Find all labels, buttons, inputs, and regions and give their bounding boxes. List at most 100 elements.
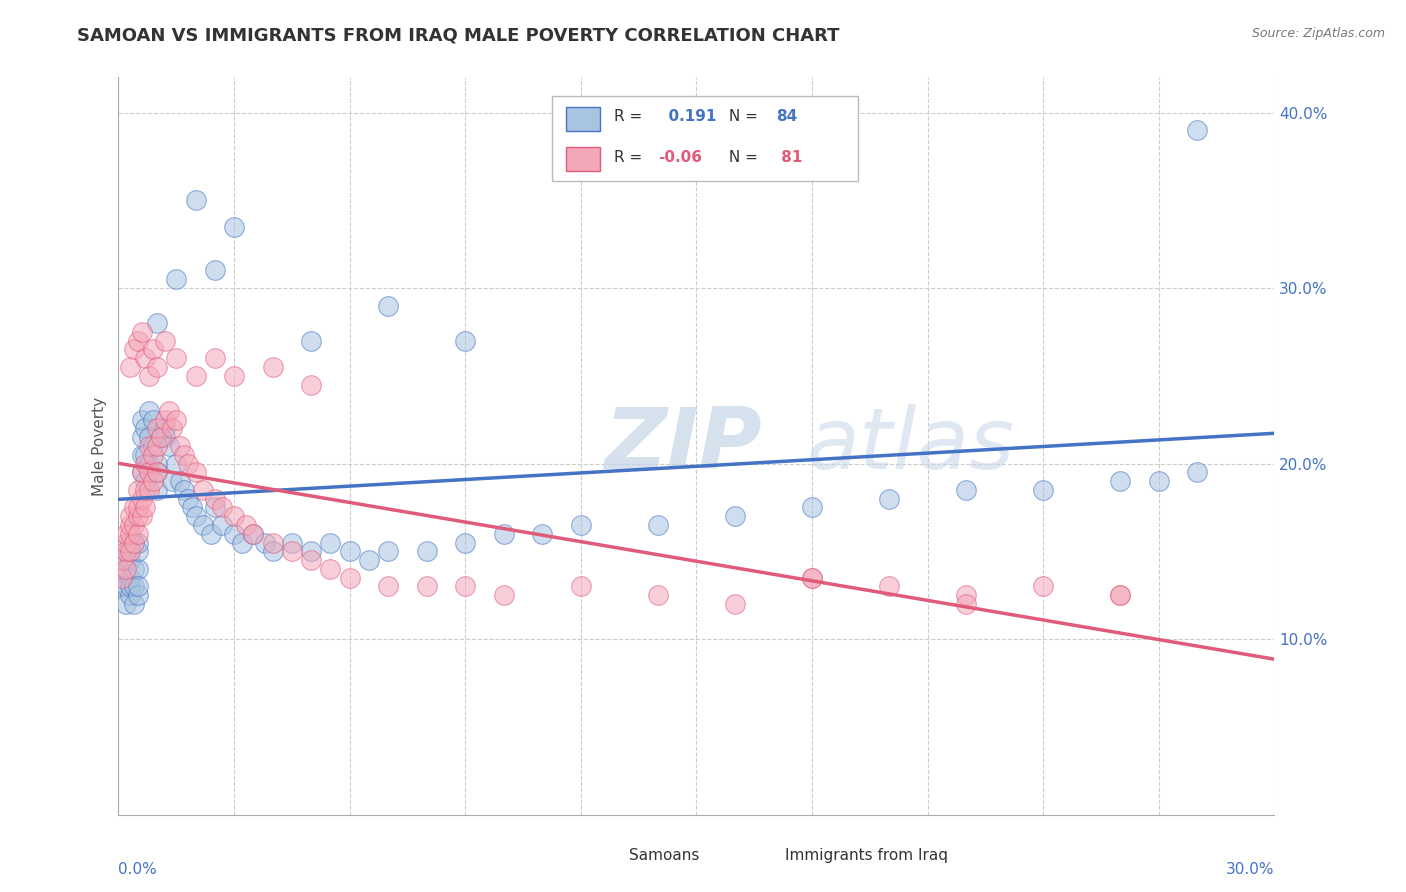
Text: R =: R = bbox=[614, 150, 647, 164]
Point bbox=[142, 448, 165, 462]
Point bbox=[118, 359, 141, 374]
Point bbox=[115, 562, 138, 576]
Point bbox=[1109, 474, 1132, 488]
Point bbox=[153, 430, 176, 444]
Text: 84: 84 bbox=[776, 109, 797, 124]
Point bbox=[569, 518, 592, 533]
Point bbox=[134, 448, 156, 462]
Point bbox=[146, 466, 169, 480]
Point bbox=[118, 544, 141, 558]
Point bbox=[134, 500, 156, 515]
Point bbox=[193, 483, 215, 497]
Point bbox=[127, 579, 149, 593]
Point bbox=[115, 579, 138, 593]
Point bbox=[1147, 474, 1170, 488]
Point bbox=[177, 491, 200, 506]
Point bbox=[955, 597, 977, 611]
Point bbox=[222, 368, 245, 383]
Point bbox=[118, 526, 141, 541]
Point bbox=[204, 491, 226, 506]
Point bbox=[122, 579, 145, 593]
Text: ZIP: ZIP bbox=[605, 404, 762, 488]
Point bbox=[122, 562, 145, 576]
Point bbox=[184, 368, 207, 383]
Point bbox=[724, 597, 747, 611]
Point bbox=[262, 544, 284, 558]
Point bbox=[153, 421, 176, 435]
Point bbox=[138, 466, 160, 480]
Point bbox=[127, 509, 149, 524]
Point bbox=[173, 483, 195, 497]
Point bbox=[115, 535, 138, 549]
Point bbox=[647, 518, 669, 533]
Point bbox=[118, 509, 141, 524]
Point bbox=[1032, 483, 1054, 497]
Point bbox=[138, 439, 160, 453]
Text: N =: N = bbox=[724, 150, 763, 164]
Point bbox=[115, 544, 138, 558]
Point bbox=[569, 579, 592, 593]
Point bbox=[122, 500, 145, 515]
Point bbox=[222, 219, 245, 234]
Point bbox=[955, 588, 977, 602]
Point bbox=[162, 421, 184, 435]
Point bbox=[724, 509, 747, 524]
Point bbox=[299, 544, 322, 558]
Point bbox=[131, 448, 153, 462]
Point bbox=[122, 535, 145, 549]
Point bbox=[127, 535, 149, 549]
Point bbox=[134, 483, 156, 497]
Point bbox=[173, 448, 195, 462]
Bar bbox=[565, 147, 600, 171]
Point bbox=[122, 597, 145, 611]
Point bbox=[138, 457, 160, 471]
Point bbox=[118, 588, 141, 602]
Point bbox=[165, 351, 187, 366]
Point bbox=[204, 263, 226, 277]
Text: 81: 81 bbox=[776, 150, 803, 164]
Point bbox=[165, 412, 187, 426]
Bar bbox=[754, 842, 780, 864]
Point bbox=[131, 509, 153, 524]
Point bbox=[142, 474, 165, 488]
Point bbox=[146, 316, 169, 330]
Point bbox=[193, 518, 215, 533]
Point bbox=[118, 553, 141, 567]
Point bbox=[138, 368, 160, 383]
Text: -0.06: -0.06 bbox=[658, 150, 702, 164]
Text: N =: N = bbox=[724, 109, 763, 124]
Point bbox=[955, 483, 977, 497]
Point bbox=[111, 579, 134, 593]
Point bbox=[339, 544, 361, 558]
Point bbox=[454, 535, 477, 549]
Point bbox=[281, 544, 304, 558]
Point bbox=[1109, 588, 1132, 602]
Point bbox=[127, 544, 149, 558]
Point bbox=[146, 457, 169, 471]
Point bbox=[122, 343, 145, 357]
Point bbox=[211, 500, 233, 515]
Point bbox=[877, 579, 900, 593]
Point bbox=[157, 404, 180, 418]
Point bbox=[492, 526, 515, 541]
Point bbox=[231, 535, 253, 549]
Point bbox=[142, 412, 165, 426]
Point bbox=[146, 466, 169, 480]
Point bbox=[492, 588, 515, 602]
Point bbox=[142, 439, 165, 453]
Point bbox=[146, 421, 169, 435]
Point bbox=[138, 430, 160, 444]
Point bbox=[149, 430, 172, 444]
Point bbox=[111, 553, 134, 567]
Point bbox=[111, 571, 134, 585]
Point bbox=[131, 491, 153, 506]
Text: 0.191: 0.191 bbox=[658, 109, 717, 124]
Point bbox=[415, 544, 437, 558]
Point bbox=[1187, 466, 1209, 480]
Point bbox=[177, 457, 200, 471]
Point bbox=[222, 509, 245, 524]
Point bbox=[127, 483, 149, 497]
Point bbox=[454, 334, 477, 348]
Point bbox=[134, 457, 156, 471]
Point bbox=[339, 571, 361, 585]
